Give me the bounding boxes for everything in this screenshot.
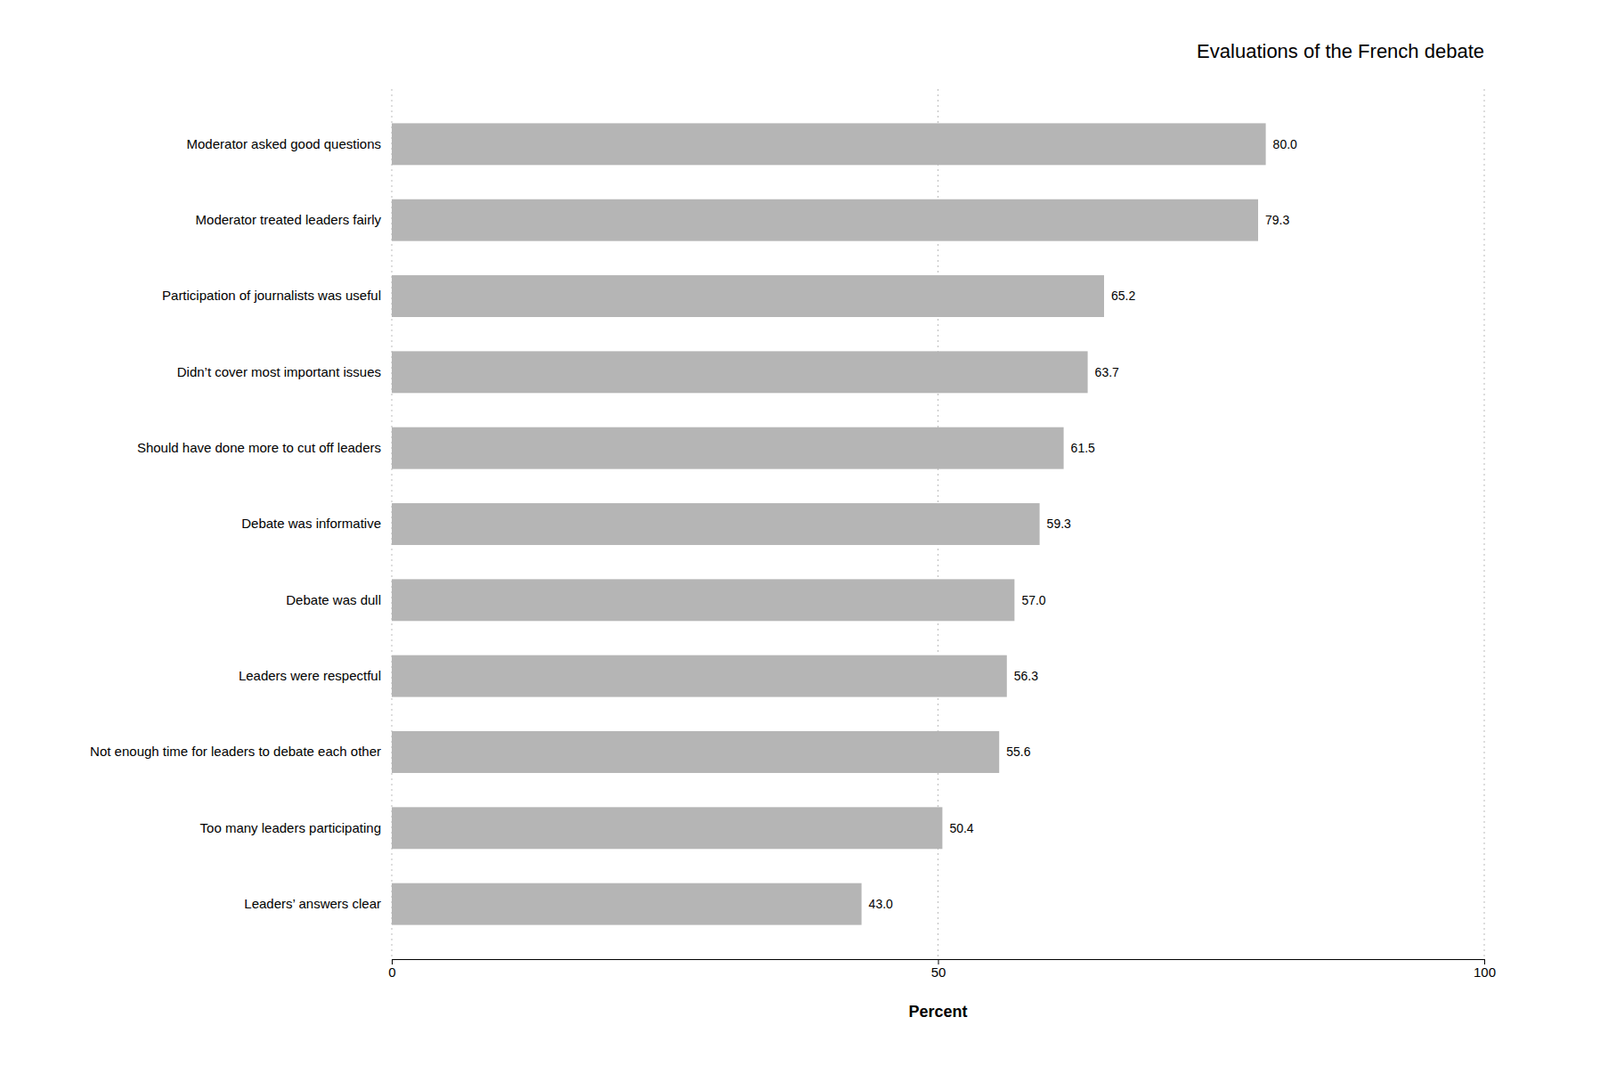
bar xyxy=(391,199,1259,242)
y-tick: Debate was dull xyxy=(285,592,382,608)
y-tick-label: Debate was informative xyxy=(241,515,382,531)
data-label: 79.3 xyxy=(1265,212,1290,228)
bar xyxy=(391,730,999,773)
data-label: 59.3 xyxy=(1047,516,1072,531)
bar xyxy=(391,350,1089,393)
bar xyxy=(391,503,1040,545)
y-tick: Debate was informative xyxy=(241,515,382,531)
x-tick: 100 xyxy=(1473,958,1496,980)
data-label: 50.4 xyxy=(949,820,974,836)
bar xyxy=(391,275,1105,317)
bar xyxy=(391,883,862,926)
y-tick: Leaders’ answers clear xyxy=(243,895,382,911)
y-axis: Leaders’ answers clear Too many leaders p… xyxy=(89,136,382,911)
data-label: 80.0 xyxy=(1273,137,1298,152)
y-tick: Not enough time for leaders to debate ea… xyxy=(89,743,382,759)
bar xyxy=(391,427,1064,470)
y-tick-label: Leaders were respectful xyxy=(238,667,382,683)
y-tick: Should have done more to cut off leaders xyxy=(137,439,382,455)
y-tick-label: Didn’t cover most important issues xyxy=(177,364,382,380)
grid xyxy=(391,89,1485,959)
y-tick: Didn’t cover most important issues xyxy=(177,364,382,380)
bar xyxy=(391,122,1267,165)
x-tick-label: 50 xyxy=(931,964,947,980)
bars xyxy=(391,122,1267,925)
y-tick: Participation of journalists was useful xyxy=(162,287,382,303)
bar xyxy=(391,655,1008,698)
title: Evaluations of the French debate xyxy=(1196,40,1485,63)
y-tick-label: Should have done more to cut off leaders xyxy=(137,439,382,455)
chart: 43.0 50.4 55.6 56.3 57.0 59.3 61.5 63.7 65.2 79.3… xyxy=(0,0,1600,1066)
y-tick-label: Participation of journalists was useful xyxy=(162,287,382,303)
y-tick-label: Moderator asked good questions xyxy=(186,136,382,152)
x-tick: 0 xyxy=(388,958,396,980)
y-tick: Leaders were respectful xyxy=(238,667,382,683)
x-tick: 50 xyxy=(931,958,947,980)
y-tick-label: Not enough time for leaders to debate ea… xyxy=(89,743,382,759)
data-label: 55.6 xyxy=(1006,744,1031,759)
x-axis-title: Percent xyxy=(908,1002,967,1021)
data-labels: 43.0 50.4 55.6 56.3 57.0 59.3 61.5 63.7 65.2 79.3… xyxy=(869,137,1298,911)
y-tick: Moderator asked good questions xyxy=(186,136,382,152)
y-tick-label: Debate was dull xyxy=(285,592,382,608)
y-tick-label: Moderator treated leaders fairly xyxy=(195,211,382,228)
data-label: 57.0 xyxy=(1021,592,1046,608)
y-tick-label: Too many leaders participating xyxy=(200,820,382,836)
data-label: 65.2 xyxy=(1111,288,1136,303)
plot: 43.0 50.4 55.6 56.3 57.0 59.3 61.5 63.7 65.2 79.3… xyxy=(89,40,1496,1021)
x-tick-label: 0 xyxy=(388,964,396,980)
x-axis: 0 50 100 xyxy=(388,958,1496,980)
data-label: 63.7 xyxy=(1095,365,1120,380)
x-tick-label: 100 xyxy=(1473,964,1496,980)
data-label: 56.3 xyxy=(1014,668,1039,683)
data-label: 43.0 xyxy=(869,896,894,911)
grid-line xyxy=(1484,89,1486,959)
y-tick: Moderator treated leaders fairly xyxy=(195,211,382,228)
data-label: 61.5 xyxy=(1071,440,1096,455)
y-tick-label: Leaders’ answers clear xyxy=(243,895,382,911)
y-tick: Too many leaders participating xyxy=(200,820,382,836)
bar xyxy=(391,806,943,849)
bar xyxy=(391,578,1015,621)
